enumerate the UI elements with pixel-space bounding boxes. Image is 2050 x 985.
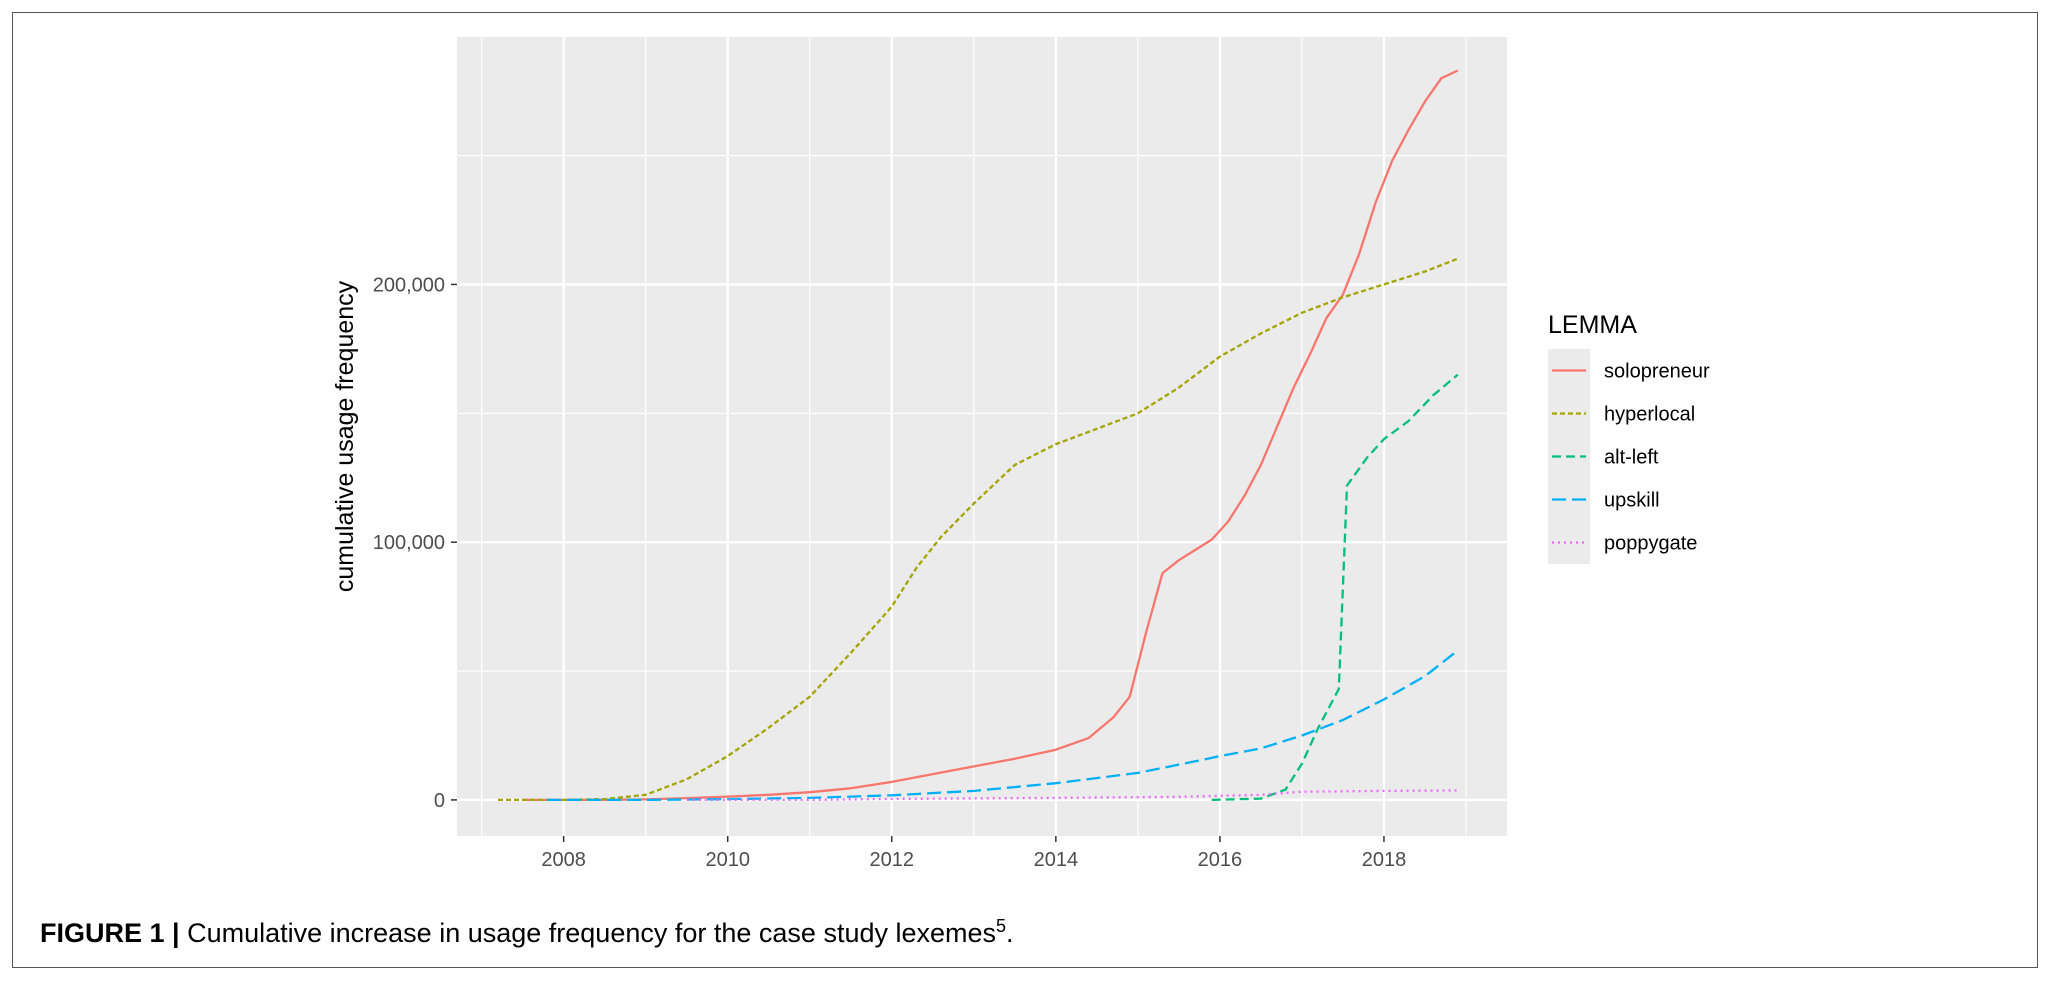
x-tick-label: 2014 bbox=[1034, 849, 1079, 871]
series-line-poppygate bbox=[686, 789, 1458, 802]
figure-frame bbox=[12, 12, 2038, 968]
series-line-hyperlocal bbox=[498, 257, 1459, 802]
y-tick-label: 0 bbox=[434, 790, 445, 812]
legend-title: LEMMA bbox=[1548, 311, 1637, 339]
caption-text: Cumulative increase in usage frequency f… bbox=[187, 918, 997, 948]
legend-label-hyperlocal: hyperlocal bbox=[1604, 404, 1695, 426]
x-tick-label: 2012 bbox=[870, 849, 915, 871]
legend-label-upskill: upskill bbox=[1604, 490, 1660, 512]
x-tick-label: 2010 bbox=[705, 849, 750, 871]
caption-end: . bbox=[1006, 918, 1014, 948]
x-tick-label: 2016 bbox=[1198, 849, 1243, 871]
y-axis-title: cumulative usage frequency bbox=[331, 280, 359, 592]
series-line-solopreneur bbox=[522, 69, 1459, 802]
y-tick-label: 100,000 bbox=[373, 532, 445, 554]
series-line-alt-left bbox=[1211, 373, 1459, 802]
y-tick-label: 200,000 bbox=[373, 274, 445, 296]
caption-label: FIGURE 1 | bbox=[40, 918, 180, 948]
x-tick-label: 2008 bbox=[541, 849, 586, 871]
legend-label-alt-left: alt-left bbox=[1604, 447, 1659, 469]
figure-caption: FIGURE 1 | Cumulative increase in usage … bbox=[40, 916, 1014, 949]
legend-label-poppygate: poppygate bbox=[1604, 533, 1697, 555]
series-line-upskill bbox=[547, 649, 1459, 802]
caption-footnote: 5 bbox=[996, 916, 1007, 936]
legend-label-solopreneur: solopreneur bbox=[1604, 361, 1710, 383]
x-tick-label: 2018 bbox=[1362, 849, 1407, 871]
